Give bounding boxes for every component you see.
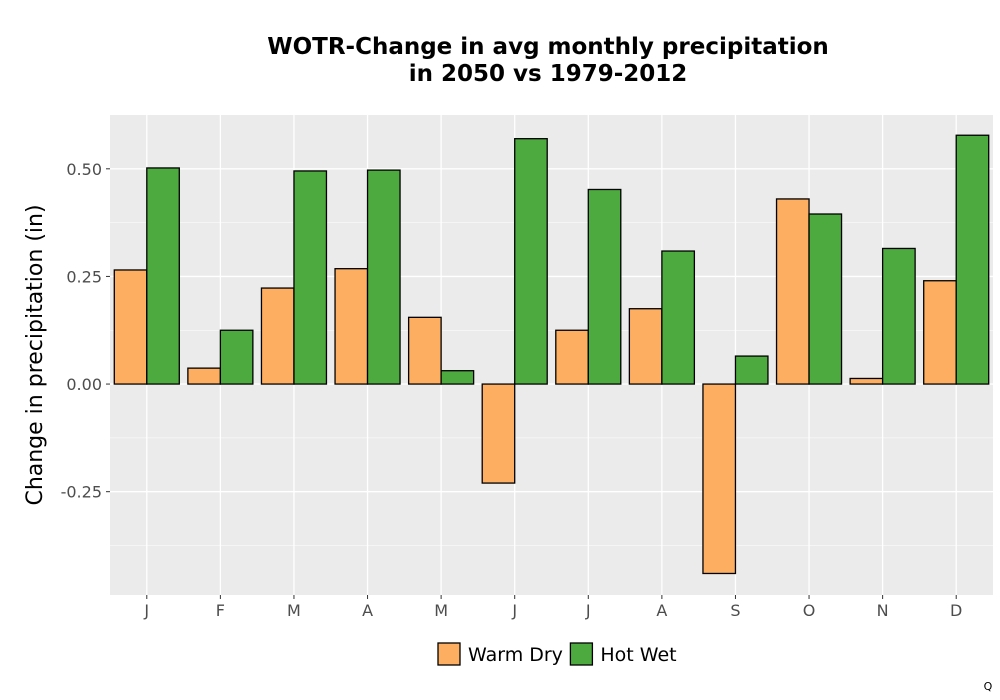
- x-tick-label: D: [950, 601, 962, 620]
- y-axis-ticks: -0.25 0.00 0.25 0.50: [61, 160, 110, 502]
- bar-warm-dry: [923, 280, 957, 385]
- x-tick-label: J: [511, 601, 517, 620]
- bar-hot-wet: [293, 170, 328, 385]
- y-tick-label: -0.25: [61, 483, 102, 502]
- bar-warm-dry: [775, 198, 810, 385]
- grid-minor: [110, 222, 993, 546]
- legend-label: Warm Dry: [468, 644, 563, 666]
- y-tick-label: 0.00: [66, 375, 102, 394]
- x-tick-label: M: [434, 601, 448, 620]
- chart-title-line-1: WOTR-Change in avg monthly precipitation: [267, 34, 829, 60]
- legend-swatch: [437, 642, 461, 666]
- bar-warm-dry: [334, 268, 369, 385]
- x-tick-label: S: [730, 601, 740, 620]
- bar-hot-wet: [734, 355, 769, 385]
- corner-mark: Q: [984, 680, 993, 693]
- bar-warm-dry: [187, 367, 222, 385]
- x-tick-label: A: [362, 601, 373, 620]
- bar-warm-dry: [628, 308, 663, 385]
- bar-warm-dry: [113, 269, 148, 385]
- bar-warm-dry: [702, 383, 737, 575]
- bar-hot-wet: [146, 167, 180, 385]
- x-tick-label: F: [216, 601, 225, 620]
- x-tick-label: O: [803, 601, 816, 620]
- x-tick-label: J: [585, 601, 591, 620]
- bar-warm-dry: [407, 316, 442, 385]
- bar-warm-dry: [849, 377, 884, 385]
- bar-hot-wet: [955, 134, 990, 385]
- y-tick-label: 0.25: [66, 267, 102, 286]
- x-tick-label: M: [287, 601, 301, 620]
- chart-title-line-2: in 2050 vs 1979-2012: [409, 61, 688, 87]
- legend: Warm Dry Hot Wet: [437, 642, 677, 666]
- y-tick-label: 0.50: [66, 160, 102, 179]
- y-axis-label: Change in precipitation (in): [23, 204, 48, 505]
- plot-panel: [110, 115, 993, 595]
- bar-hot-wet: [881, 247, 916, 385]
- legend-swatch: [569, 642, 594, 666]
- x-tick-label: J: [143, 601, 149, 620]
- bars: [113, 134, 990, 575]
- bar-hot-wet: [514, 138, 548, 385]
- bar-warm-dry: [555, 329, 589, 385]
- bar-hot-wet: [219, 329, 254, 385]
- bar-hot-wet: [661, 250, 696, 385]
- x-tick-label: N: [877, 601, 889, 620]
- bar-hot-wet: [808, 213, 843, 385]
- bar-warm-dry: [481, 383, 516, 484]
- bar-warm-dry: [260, 287, 295, 385]
- bar-hot-wet: [366, 169, 401, 385]
- bar-hot-wet: [440, 370, 475, 385]
- bar-hot-wet: [587, 188, 622, 385]
- legend-label: Hot Wet: [600, 644, 676, 666]
- x-tick-label: A: [656, 601, 667, 620]
